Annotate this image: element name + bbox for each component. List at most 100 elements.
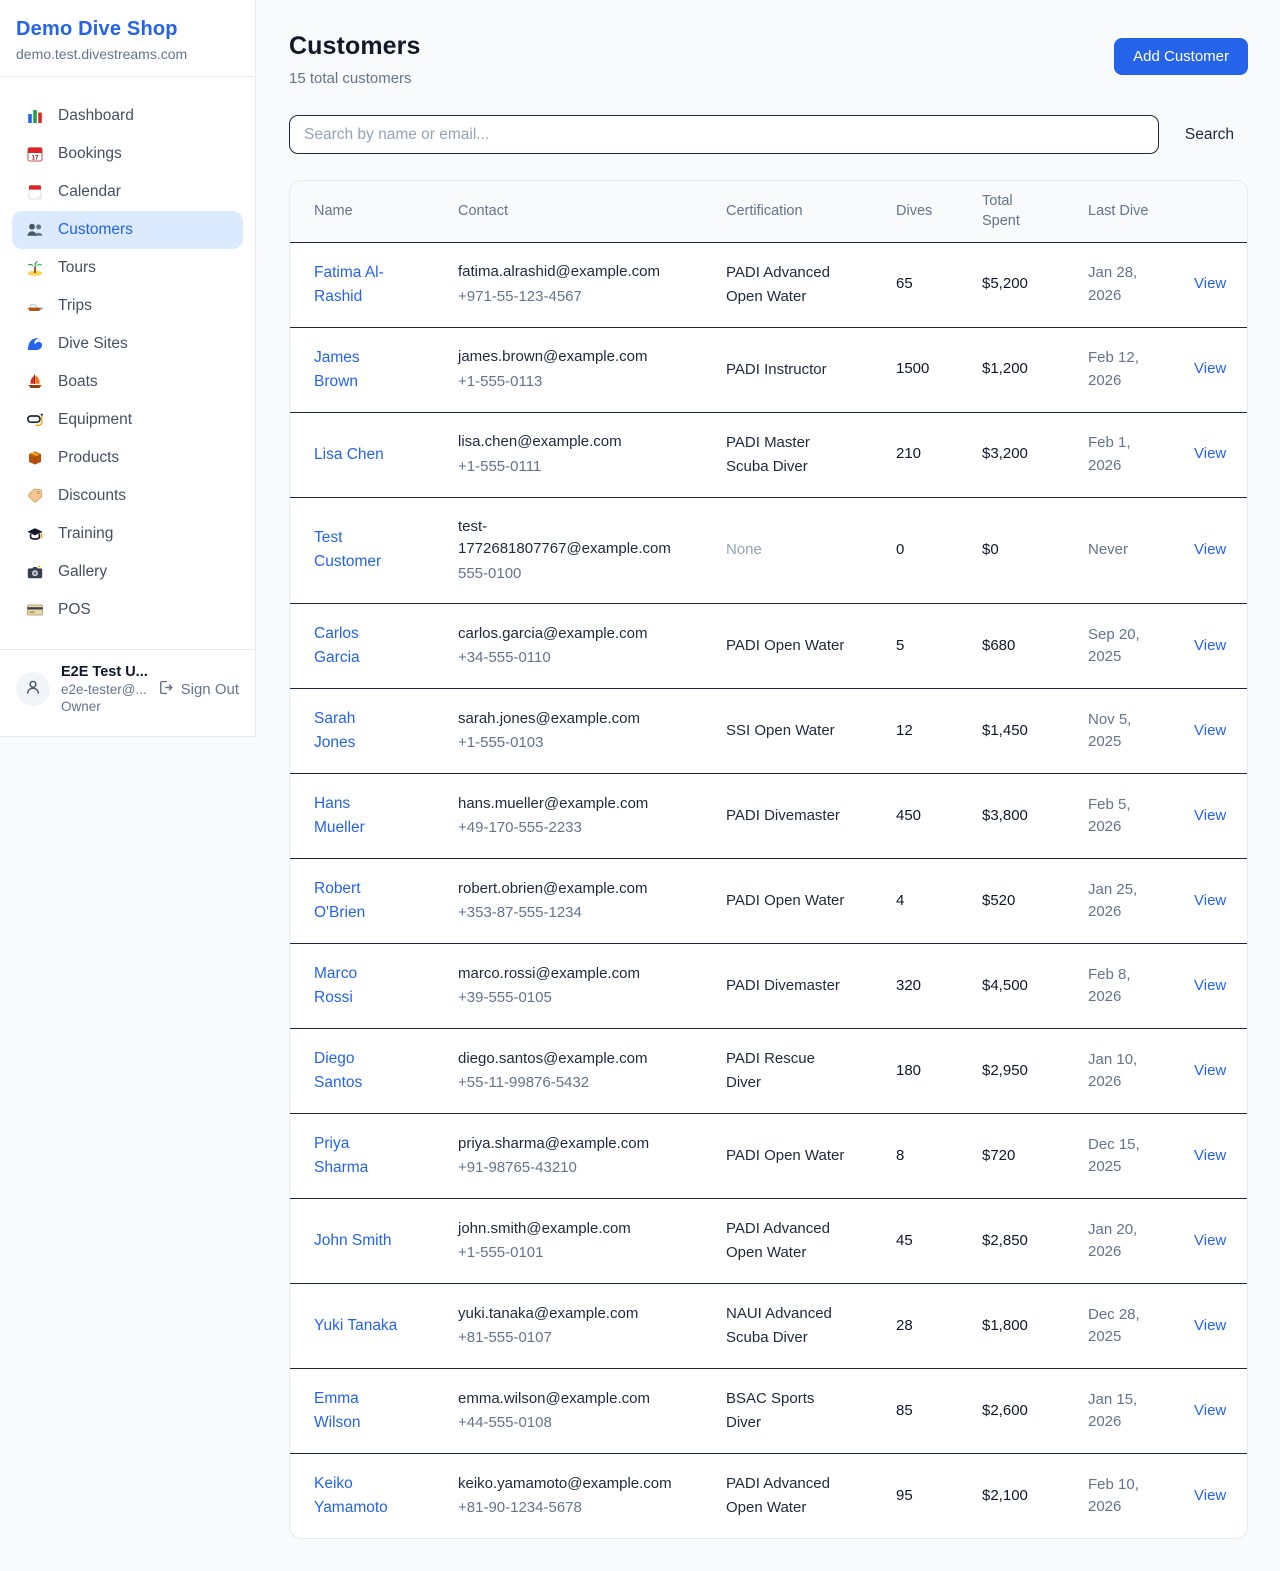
customer-name-link[interactable]: Emma Wilson bbox=[314, 1390, 361, 1432]
customer-name-link[interactable]: John Smith bbox=[314, 1232, 392, 1250]
customer-name-link[interactable]: Carlos Garcia bbox=[314, 625, 360, 667]
customer-dives: 4 bbox=[872, 858, 958, 945]
table-row: Keiko Yamamoto keiko.yamamoto@example.com… bbox=[290, 1454, 1247, 1539]
dashboard-icon bbox=[26, 107, 44, 125]
discounts-icon bbox=[26, 487, 44, 505]
view-link[interactable]: View bbox=[1194, 1147, 1227, 1165]
cell-view: View bbox=[1170, 688, 1247, 775]
cell-name: Fatima Al-Rashid bbox=[290, 242, 434, 328]
cell-view: View bbox=[1170, 1028, 1247, 1115]
customer-total-spent: $2,950 bbox=[958, 1028, 1064, 1115]
view-link[interactable]: View bbox=[1194, 360, 1227, 378]
customer-name-link[interactable]: Fatima Al-Rashid bbox=[314, 263, 384, 305]
sidebar-item-equipment[interactable]: Equipment bbox=[12, 401, 243, 439]
customer-certification: PADI Advanced Open Water bbox=[702, 242, 872, 328]
sidebar-item-gallery[interactable]: Gallery bbox=[12, 553, 243, 591]
customer-dives: 450 bbox=[872, 773, 958, 860]
sidebar-item-dive-sites[interactable]: Dive Sites bbox=[12, 325, 243, 363]
view-link[interactable]: View bbox=[1194, 1062, 1227, 1080]
customer-contact: fatima.alrashid@example.com +971-55-123-4… bbox=[434, 242, 702, 328]
customer-name-link[interactable]: Yuki Tanaka bbox=[314, 1317, 398, 1335]
user-meta: E2E Test U... e2e-tester@... Owner bbox=[61, 664, 148, 714]
table-row: Carlos Garcia carlos.garcia@example.com +3… bbox=[290, 603, 1247, 690]
customer-dives: 210 bbox=[872, 412, 958, 498]
sign-out-button[interactable]: Sign Out bbox=[157, 679, 239, 700]
customer-last-dive: Jan 15, 2026 bbox=[1064, 1368, 1170, 1455]
customer-name-link[interactable]: James Brown bbox=[314, 348, 360, 390]
customer-name-link[interactable]: Sarah Jones bbox=[314, 710, 356, 752]
sidebar-item-boats[interactable]: Boats bbox=[12, 363, 243, 401]
page-title: Customers bbox=[289, 32, 421, 60]
cell-name: Diego Santos bbox=[290, 1028, 434, 1115]
customer-last-dive: Feb 5, 2026 bbox=[1064, 773, 1170, 860]
customer-certification: PADI Divemaster bbox=[702, 943, 872, 1030]
column-header-certification: Certification bbox=[702, 181, 872, 243]
customer-last-dive: Dec 28, 2025 bbox=[1064, 1283, 1170, 1370]
table-row: Hans Mueller hans.mueller@example.com +49-… bbox=[290, 773, 1247, 860]
customer-name-link[interactable]: Test Customer bbox=[314, 529, 382, 571]
view-link[interactable]: View bbox=[1194, 977, 1227, 995]
customer-name-link[interactable]: Keiko Yamamoto bbox=[314, 1475, 388, 1517]
view-link[interactable]: View bbox=[1194, 892, 1227, 910]
column-header-name: Name bbox=[290, 181, 434, 243]
customer-dives: 45 bbox=[872, 1198, 958, 1285]
sidebar-item-pos[interactable]: POS bbox=[12, 591, 243, 629]
search-button[interactable]: Search bbox=[1184, 125, 1234, 143]
sidebar-item-calendar[interactable]: Calendar bbox=[12, 173, 243, 211]
sidebar-item-customers[interactable]: Customers bbox=[12, 211, 243, 249]
main-content: Customers 15 total customers Add Custome… bbox=[257, 0, 1280, 1571]
customer-contact: lisa.chen@example.com +1-555-0111 bbox=[434, 412, 702, 498]
table-row: Fatima Al-Rashid fatima.alrashid@example.… bbox=[290, 242, 1247, 328]
table-row: Sarah Jones sarah.jones@example.com +1-555… bbox=[290, 688, 1247, 775]
sidebar-item-bookings[interactable]: 17 Bookings bbox=[12, 135, 243, 173]
view-link[interactable]: View bbox=[1194, 275, 1227, 293]
customer-contact: sarah.jones@example.com +1-555-0103 bbox=[434, 688, 702, 775]
sidebar-item-tours[interactable]: Tours bbox=[12, 249, 243, 287]
customer-name-link[interactable]: Diego Santos bbox=[314, 1050, 363, 1092]
customer-phone: +39-555-0105 bbox=[458, 989, 552, 1007]
customer-total-spent: $1,200 bbox=[958, 327, 1064, 413]
column-header-total-spent: Total Spent bbox=[958, 181, 1064, 243]
sidebar-item-training[interactable]: Training bbox=[12, 515, 243, 553]
customer-email: hans.mueller@example.com bbox=[458, 794, 649, 812]
customer-name-link[interactable]: Lisa Chen bbox=[314, 445, 384, 463]
view-link[interactable]: View bbox=[1194, 1487, 1227, 1505]
customer-phone: +81-90-1234-5678 bbox=[458, 1499, 582, 1517]
column-header-dives: Dives bbox=[872, 181, 958, 243]
view-link[interactable]: View bbox=[1194, 1232, 1227, 1250]
customer-contact: carlos.garcia@example.com +34-555-0110 bbox=[434, 603, 702, 690]
view-link[interactable]: View bbox=[1194, 636, 1227, 654]
view-link[interactable]: View bbox=[1194, 445, 1227, 463]
customer-certification: PADI Rescue Diver bbox=[702, 1028, 872, 1115]
customers-table: Name Contact Certification Dives Total S… bbox=[290, 181, 1247, 1539]
sidebar-item-products[interactable]: Products bbox=[12, 439, 243, 477]
table-row: Emma Wilson emma.wilson@example.com +44-55… bbox=[290, 1368, 1247, 1455]
view-link[interactable]: View bbox=[1194, 1402, 1227, 1420]
customer-name-link[interactable]: Robert O'Brien bbox=[314, 880, 366, 922]
table-header-row: Name Contact Certification Dives Total S… bbox=[290, 181, 1247, 243]
gallery-icon bbox=[26, 563, 44, 581]
view-link[interactable]: View bbox=[1194, 541, 1227, 559]
customer-email: sarah.jones@example.com bbox=[458, 709, 640, 727]
sidebar-item-dashboard[interactable]: Dashboard bbox=[12, 97, 243, 135]
search-input[interactable] bbox=[289, 115, 1159, 154]
customer-certification: PADI Open Water bbox=[702, 1113, 872, 1200]
sidebar-item-label: Gallery bbox=[58, 563, 108, 580]
customer-phone: +91-98765-43210 bbox=[458, 1159, 577, 1177]
page-header-text: Customers 15 total customers bbox=[289, 32, 421, 87]
view-link[interactable]: View bbox=[1194, 806, 1227, 824]
view-link[interactable]: View bbox=[1194, 721, 1227, 739]
cell-view: View bbox=[1170, 858, 1247, 945]
cell-view: View bbox=[1170, 412, 1247, 498]
customer-name-link[interactable]: Priya Sharma bbox=[314, 1135, 369, 1177]
customer-name-link[interactable]: Hans Mueller bbox=[314, 795, 365, 837]
cell-view: View bbox=[1170, 1113, 1247, 1200]
view-link[interactable]: View bbox=[1194, 1317, 1227, 1335]
sidebar-item-trips[interactable]: Trips bbox=[12, 287, 243, 325]
table-row: Yuki Tanaka yuki.tanaka@example.com +81-55… bbox=[290, 1283, 1247, 1370]
customer-name-link[interactable]: Marco Rossi bbox=[314, 965, 358, 1007]
cell-name: John Smith bbox=[290, 1198, 434, 1285]
sidebar-item-discounts[interactable]: Discounts bbox=[12, 477, 243, 515]
customer-last-dive: Nov 5, 2025 bbox=[1064, 688, 1170, 775]
add-customer-button[interactable]: Add Customer bbox=[1114, 38, 1248, 75]
